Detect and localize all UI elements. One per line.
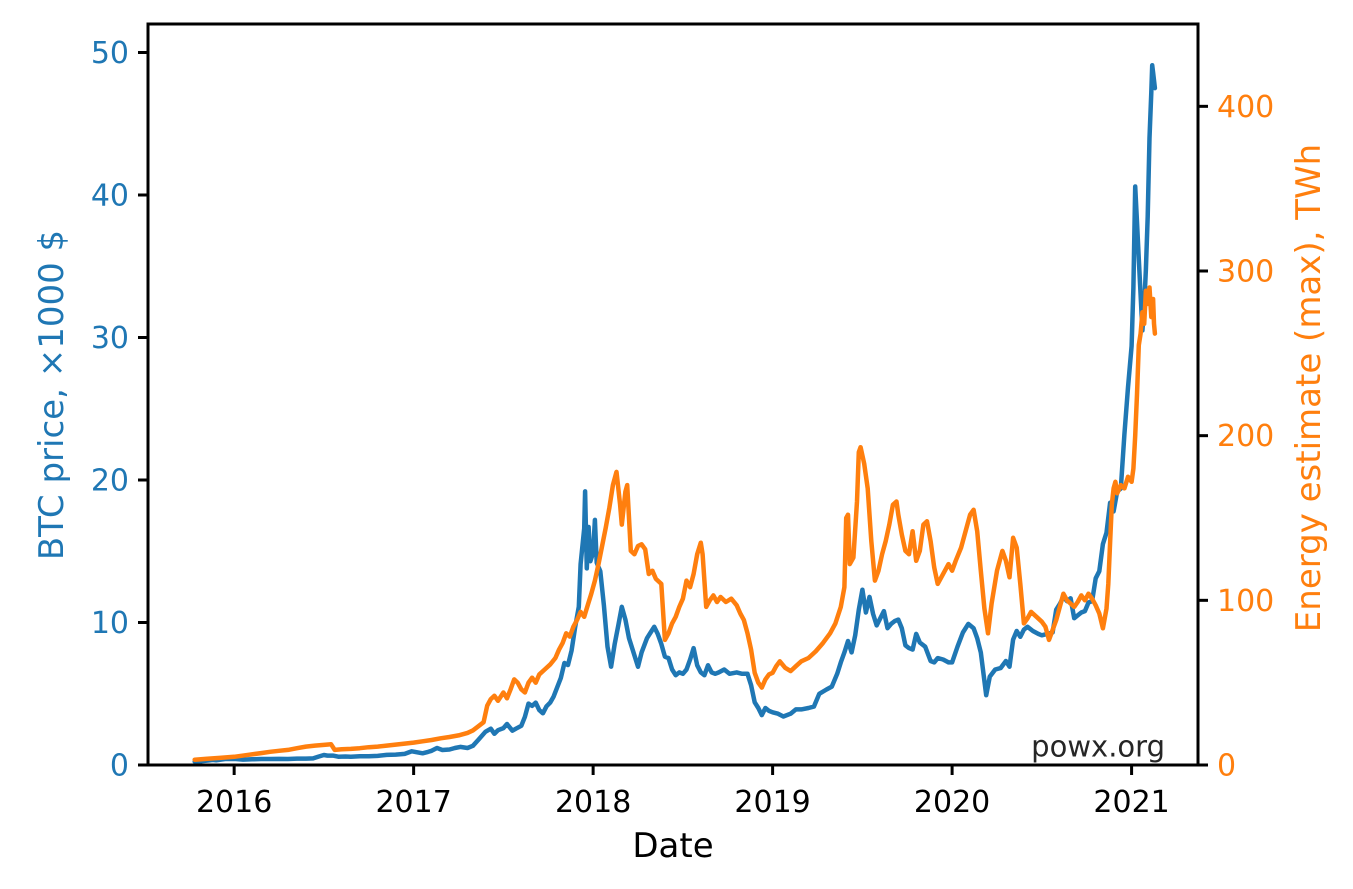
left-y-tick-label: 10	[91, 606, 129, 641]
x-tick-label: 2021	[1093, 785, 1169, 820]
left-y-tick-label: 40	[91, 179, 129, 214]
x-tick-label: 2018	[555, 785, 631, 820]
left-y-tick-label: 30	[91, 321, 129, 356]
left-axis-title: BTC price, ×1000 $	[32, 229, 72, 561]
left-y-tick-label: 20	[91, 464, 129, 499]
x-tick-label: 2016	[196, 785, 272, 820]
series-line-energy	[192, 285, 1158, 762]
right-y-tick-label: 200	[1217, 419, 1274, 454]
watermark-text: powx.org	[1031, 729, 1165, 764]
left-y-tick-label: 50	[91, 36, 129, 71]
x-tick-label: 2019	[734, 785, 810, 820]
x-tick-label: 2017	[375, 785, 451, 820]
right-y-tick-label: 300	[1217, 255, 1274, 290]
right-y-tick-label: 400	[1217, 90, 1274, 125]
series-line-btc	[192, 63, 1158, 764]
x-axis-title: Date	[632, 826, 714, 866]
right-axis-title: Energy estimate (max), TWh	[1289, 143, 1329, 633]
x-tick-label: 2020	[914, 785, 990, 820]
plot-spines	[146, 22, 1200, 767]
right-y-tick-label: 0	[1217, 749, 1236, 784]
right-y-tick-label: 100	[1217, 584, 1274, 619]
left-y-tick-label: 0	[110, 749, 129, 784]
